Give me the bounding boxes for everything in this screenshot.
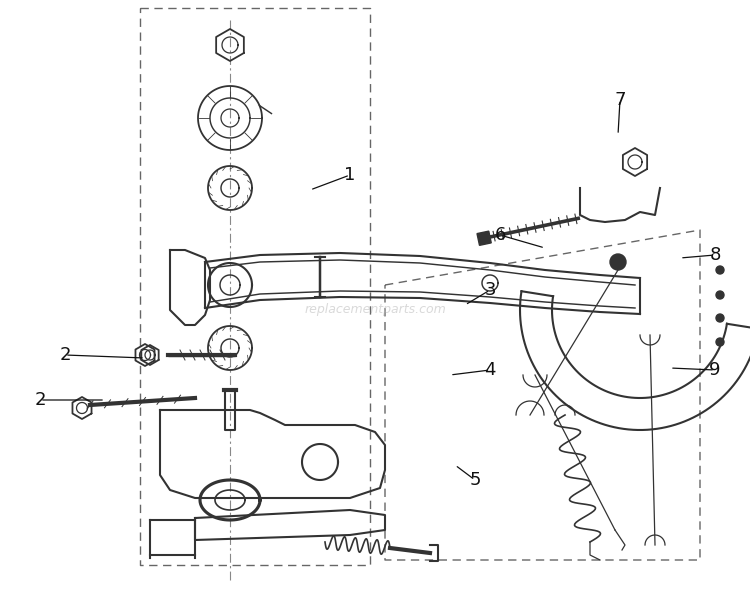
Text: 6: 6 [494, 226, 506, 244]
Circle shape [716, 314, 724, 322]
Circle shape [716, 291, 724, 299]
Text: 4: 4 [484, 361, 496, 379]
Text: 3: 3 [484, 281, 496, 299]
Text: 2: 2 [34, 391, 46, 409]
Text: 1: 1 [344, 166, 355, 184]
Circle shape [716, 338, 724, 346]
Text: 9: 9 [710, 361, 721, 379]
Polygon shape [477, 231, 491, 245]
Text: 5: 5 [470, 471, 481, 489]
Circle shape [610, 254, 626, 270]
Text: 8: 8 [710, 246, 721, 264]
Circle shape [716, 266, 724, 274]
Text: 2: 2 [59, 346, 70, 364]
Text: 7: 7 [614, 91, 626, 109]
Text: replacementparts.com: replacementparts.com [304, 304, 446, 317]
